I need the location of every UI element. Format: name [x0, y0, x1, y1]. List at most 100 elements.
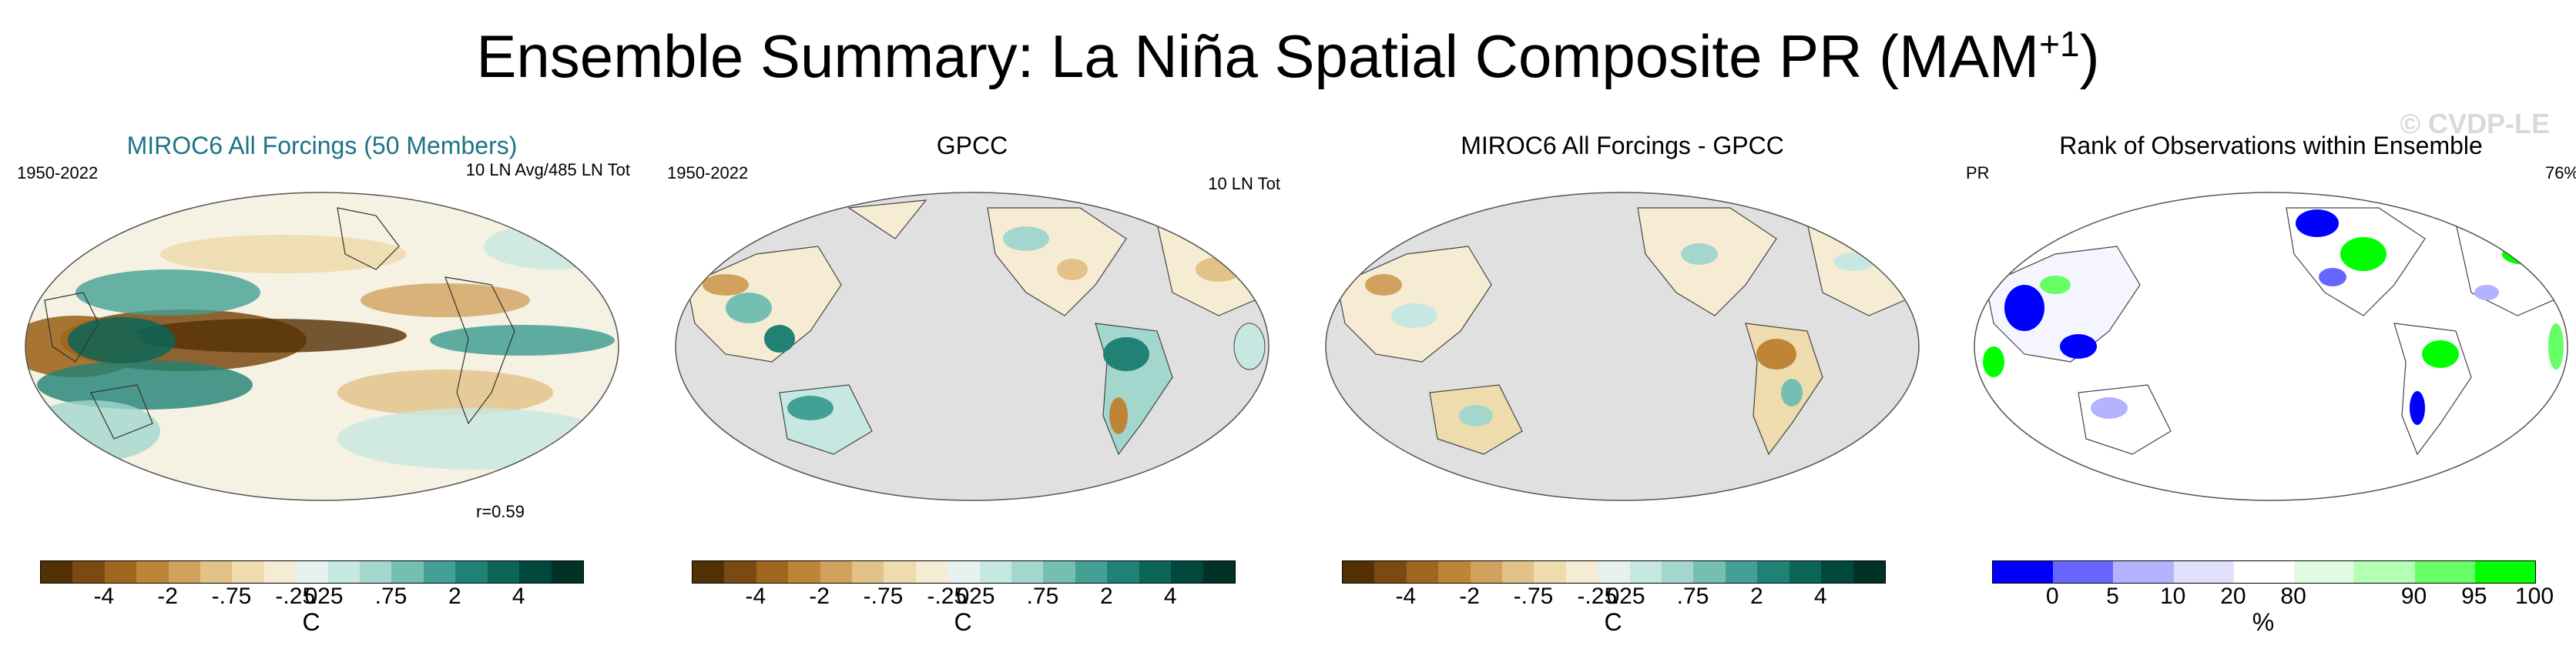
colorbar-tick-label: -2 [1459, 584, 1480, 609]
colorbar-swatch [1011, 561, 1044, 583]
colorbar-swatch [756, 561, 789, 583]
colorbar-swatch [487, 561, 520, 583]
colorbar-tick-label: 0 [304, 584, 318, 609]
colorbar-swatch [2233, 561, 2295, 583]
colorbar-tick-label: 2 [448, 584, 461, 609]
colorbar-swatch [820, 561, 853, 583]
map-observed-composite [675, 192, 1270, 501]
colorbar-swatch [1565, 561, 1598, 583]
panel-ensemble-composite: MIROC6 All Forcings (50 Members) 1950-20… [14, 123, 630, 554]
colorbar-tick-label: 95 [2461, 584, 2487, 609]
colorbar-tick-label: -2 [809, 584, 830, 609]
colorbar-swatch [852, 561, 884, 583]
colorbar-tick-label: -.75 [211, 584, 252, 609]
colorbar-swatch [1662, 561, 1694, 583]
colorbar-swatch [884, 561, 916, 583]
colorbar-observed [692, 560, 1236, 584]
colorbar-swatch [1343, 561, 1375, 583]
colorbar-tick-label: 2 [1750, 584, 1763, 609]
colorbar-swatch [2053, 561, 2114, 583]
colorbar-tick-label: -.25 [927, 584, 968, 609]
colorbar-ensemble-ticks: -4 -2 -.75 -.25 0.25 .75 2 4 [40, 584, 582, 614]
colorbar-rank [1992, 560, 2536, 584]
colorbar-difference-unit: C [1604, 608, 1622, 636]
colorbar-swatch [200, 561, 233, 583]
colorbar-swatch [1202, 561, 1235, 583]
colorbar-swatch [232, 561, 264, 583]
colorbar-swatch [1789, 561, 1822, 583]
colorbar-swatch [2173, 561, 2234, 583]
colorbar-swatch [519, 561, 552, 583]
colorbar-tick-label: -4 [93, 584, 115, 609]
colorbar-swatch [1502, 561, 1535, 583]
colorbar-swatch [2414, 561, 2475, 583]
colorbar-swatch [693, 561, 725, 583]
colorbar-tick-label: 2 [1100, 584, 1113, 609]
panel-correlation-label: r=0.59 [476, 502, 525, 521]
colorbar-observed-ticks: -4 -2 -.75 -.25 0.25 .75 2 4 [692, 584, 1234, 614]
colorbar-swatch [327, 561, 361, 583]
colorbar-swatch [1993, 561, 2054, 583]
colorbar-swatch [1374, 561, 1407, 583]
panel-title: GPCC [936, 132, 1008, 159]
colorbar-swatch [1629, 561, 1662, 583]
colorbar-tick-label: 100 [2514, 584, 2554, 609]
colorbar-swatch [391, 561, 424, 583]
map-rank [1974, 192, 2568, 501]
colorbar-swatch [1725, 561, 1758, 583]
colorbar-tick-label: 0 [1606, 584, 1620, 609]
colorbar-swatch [1406, 561, 1439, 583]
colorbar-swatch [2474, 561, 2535, 583]
colorbar-swatch [168, 561, 201, 583]
panel-count-label: 10 LN Avg/485 LN Tot [465, 160, 630, 179]
colorbar-tick-label: 0 [2045, 584, 2059, 609]
colorbar-swatch [72, 561, 105, 583]
colorbar-tick-label: 80 [2280, 584, 2306, 609]
panel-percent-label: 76% [2544, 163, 2576, 182]
colorbar-tick-label: .75 [1026, 584, 1059, 609]
colorbar-tick-label: -.25 [275, 584, 316, 609]
colorbar-swatch [1693, 561, 1726, 583]
colorbar-tick-label: .25 [962, 584, 995, 609]
colorbar-swatch [104, 561, 137, 583]
colorbar-swatch [1107, 561, 1139, 583]
colorbar-swatch [1757, 561, 1789, 583]
panel-rank: Rank of Observations within Ensemble PR … [1963, 123, 2576, 554]
colorbar-tick-label: 10 [2159, 584, 2186, 609]
colorbar-swatch [1171, 561, 1203, 583]
colorbar-swatch [263, 561, 297, 583]
colorbar-tick-label: 90 [2400, 584, 2427, 609]
colorbar-swatch [455, 561, 488, 583]
colorbar-observed-unit: C [954, 608, 972, 636]
panel-observed-composite: GPCC 1950-2022 10 LN Tot [664, 123, 1280, 554]
colorbar-ensemble-unit: C [302, 608, 320, 636]
colorbar-swatch [1853, 561, 1885, 583]
colorbar-swatch [2354, 561, 2415, 583]
panel-title: Rank of Observations within Ensemble [2059, 132, 2483, 159]
panel-difference: MIROC6 All Forcings - GPCC [1314, 123, 1930, 554]
colorbar-swatch [2113, 561, 2174, 583]
panel-variable-label: PR [1966, 163, 1990, 182]
colorbar-swatch [423, 561, 456, 583]
colorbar-swatch [2294, 561, 2355, 583]
colorbar-swatch [724, 561, 756, 583]
panel-title: MIROC6 All Forcings - GPCC [1461, 132, 1784, 159]
colorbar-tick-label: 4 [512, 584, 525, 609]
colorbar-swatch [1821, 561, 1853, 583]
colorbar-swatch [948, 561, 980, 583]
panel-count-label: 10 LN Tot [1208, 174, 1280, 193]
watermark-text: © CVDP-LE [2400, 108, 2550, 139]
colorbar-swatch [979, 561, 1012, 583]
colorbar-tick-label: -.75 [1513, 584, 1554, 609]
colorbar-rank-ticks: 0 5 10 20 80 90 95 100 [1992, 584, 2554, 614]
colorbar-swatch [1598, 561, 1630, 583]
figure-title: Ensemble Summary: La Niña Spatial Compos… [476, 22, 2100, 90]
colorbar-tick-label: 5 [2106, 584, 2119, 609]
colorbar-difference-ticks: -4 -2 -.75 -.25 0.25 .75 2 4 [1342, 584, 1884, 614]
colorbar-swatch [1534, 561, 1566, 583]
colorbar-ensemble [40, 560, 584, 584]
colorbar-tick-label: 4 [1813, 584, 1827, 609]
colorbar-tick-label: .25 [310, 584, 344, 609]
colorbar-swatch [136, 561, 169, 583]
panel-period-label: 1950-2022 [667, 163, 749, 182]
